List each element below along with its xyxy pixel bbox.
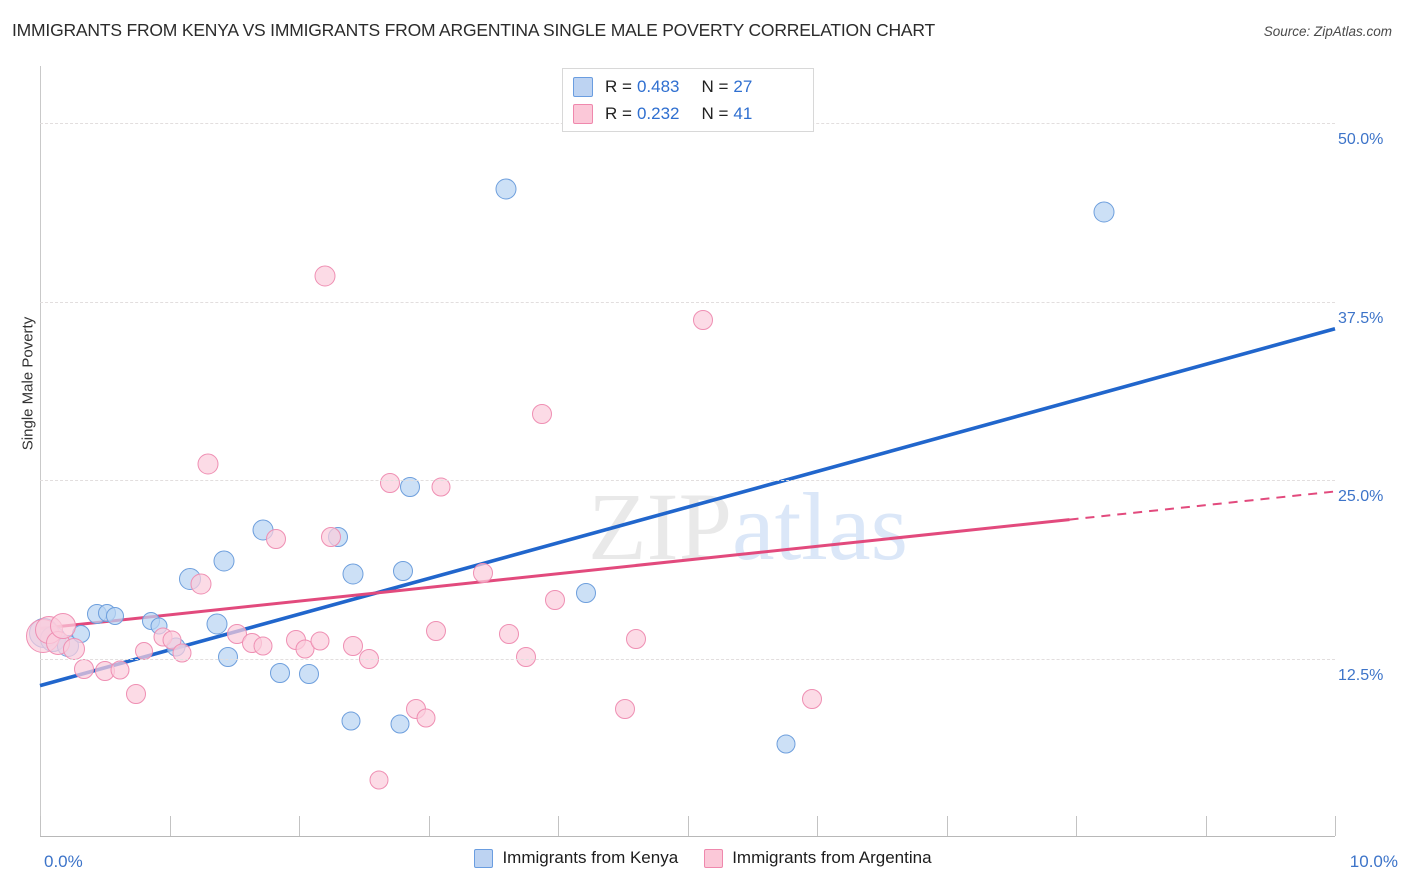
n-label: N = — [701, 76, 729, 96]
data-point-argentina[interactable] — [125, 684, 146, 705]
source-label: Source: ZipAtlas.com — [1263, 24, 1392, 39]
data-point-argentina[interactable] — [134, 642, 153, 661]
stats-swatch-icon — [573, 103, 593, 124]
data-point-argentina[interactable] — [625, 628, 646, 649]
data-point-argentina[interactable] — [532, 404, 553, 425]
x-tick — [1205, 816, 1207, 836]
gridline — [40, 658, 1335, 660]
plot-area: ZIPatlas — [25, 66, 1336, 837]
data-point-argentina[interactable] — [801, 688, 822, 709]
data-point-argentina[interactable] — [498, 624, 519, 645]
y-tick-label: 50.0% — [1338, 131, 1384, 149]
data-point-argentina[interactable] — [110, 660, 130, 680]
x-tick — [169, 816, 171, 836]
x-tick — [1335, 816, 1336, 836]
r-value: 0.483 — [636, 76, 680, 96]
data-point-argentina[interactable] — [472, 562, 493, 583]
data-point-argentina[interactable] — [321, 527, 342, 548]
x-axis-line — [40, 836, 1335, 837]
page-title: IMMIGRANTS FROM KENYA VS IMMIGRANTS FROM… — [12, 20, 935, 40]
stats-row: R = 0.483 N = 27 — [573, 73, 803, 100]
data-point-argentina[interactable] — [253, 636, 273, 656]
series-legend: Immigrants from Kenya Immigrants from Arg… — [0, 848, 1406, 868]
trendline-argentina-solid — [39, 518, 1070, 631]
data-point-argentina[interactable] — [343, 635, 364, 656]
data-point-kenya[interactable] — [495, 178, 517, 200]
x-axis-min-label: 0.0% — [44, 852, 83, 871]
data-point-argentina[interactable] — [426, 621, 447, 642]
data-point-kenya[interactable] — [400, 477, 421, 498]
r-label: R = — [605, 103, 632, 123]
data-point-kenya[interactable] — [341, 711, 361, 731]
data-point-argentina[interactable] — [369, 770, 389, 790]
x-tick — [558, 816, 559, 836]
legend-item[interactable]: Immigrants from Argentina — [704, 848, 932, 868]
legend-label: Immigrants from Kenya — [502, 848, 679, 867]
n-value: 27 — [733, 76, 753, 96]
data-point-kenya[interactable] — [206, 613, 228, 635]
data-point-argentina[interactable] — [190, 573, 212, 595]
data-point-argentina[interactable] — [314, 265, 336, 287]
r-label: R = — [605, 76, 632, 96]
data-point-argentina[interactable] — [379, 472, 400, 493]
trendlines — [39, 326, 1336, 688]
stats-row: R = 0.232 N = 41 — [573, 100, 803, 127]
legend-swatch-icon — [474, 848, 494, 868]
x-tick — [428, 816, 430, 836]
data-point-argentina[interactable] — [265, 528, 286, 549]
data-point-argentina[interactable] — [197, 453, 219, 475]
x-tick — [40, 816, 41, 836]
gridline — [40, 480, 1335, 482]
x-tick — [687, 816, 689, 836]
data-point-argentina[interactable] — [74, 658, 95, 679]
data-point-argentina[interactable] — [545, 589, 566, 610]
x-tick — [299, 816, 300, 836]
x-tick — [817, 816, 818, 836]
data-point-kenya[interactable] — [1093, 201, 1115, 223]
legend-item[interactable]: Immigrants from Kenya — [474, 848, 678, 868]
legend-label: Immigrants from Argentina — [732, 848, 932, 867]
stats-swatch-icon — [573, 76, 593, 97]
data-point-argentina[interactable] — [310, 631, 330, 651]
stats-legend: R = 0.483 N = 27 R = 0.232 N = 41 — [562, 68, 814, 132]
x-axis-max-label: 10.0% — [1349, 852, 1398, 871]
gridline — [40, 301, 1335, 303]
data-point-kenya[interactable] — [217, 647, 238, 668]
data-point-argentina[interactable] — [615, 698, 636, 719]
data-point-argentina[interactable] — [431, 477, 451, 497]
data-point-kenya[interactable] — [299, 664, 320, 685]
trendline-kenya — [39, 326, 1336, 688]
n-label: N = — [701, 103, 729, 123]
y-axis-line — [40, 66, 41, 837]
data-point-argentina[interactable] — [693, 310, 714, 331]
data-point-kenya[interactable] — [213, 550, 235, 572]
data-point-kenya[interactable] — [269, 662, 290, 683]
y-tick-label: 37.5% — [1338, 309, 1384, 327]
data-point-kenya[interactable] — [342, 563, 364, 585]
data-point-kenya[interactable] — [776, 734, 796, 754]
data-point-argentina[interactable] — [50, 612, 77, 639]
data-point-kenya[interactable] — [106, 606, 125, 625]
trendline-argentina-dashed — [1069, 490, 1336, 521]
y-tick-label: 25.0% — [1338, 488, 1384, 506]
x-tick — [1076, 816, 1077, 836]
x-tick — [946, 816, 948, 836]
n-value: 41 — [733, 103, 753, 123]
legend-swatch-icon — [704, 848, 724, 868]
y-tick-label: 12.5% — [1338, 666, 1384, 684]
data-point-kenya[interactable] — [392, 561, 413, 582]
data-point-kenya[interactable] — [390, 714, 410, 734]
data-point-kenya[interactable] — [576, 582, 597, 603]
data-point-argentina[interactable] — [515, 647, 536, 668]
data-point-argentina[interactable] — [172, 643, 192, 663]
r-value: 0.232 — [636, 103, 680, 123]
data-point-argentina[interactable] — [416, 708, 436, 728]
data-point-argentina[interactable] — [62, 637, 85, 660]
